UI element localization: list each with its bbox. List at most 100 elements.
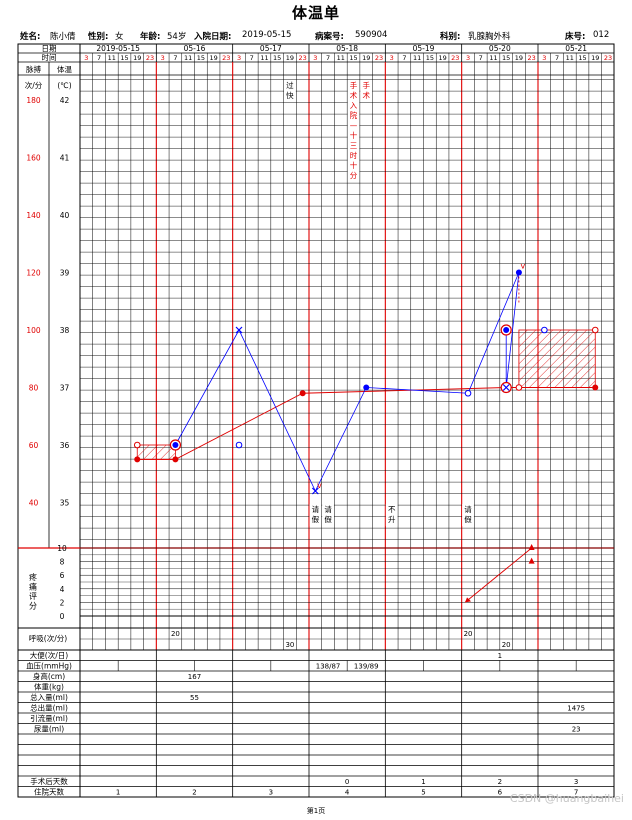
time-cell: 19 [209, 54, 217, 62]
note-char: 请 [464, 504, 472, 514]
pulse-point [515, 384, 523, 391]
chart-note: 请假 [464, 504, 472, 524]
temp-tick: 42 [60, 96, 70, 105]
patient-field-label: 年龄: [140, 32, 161, 42]
time-cell: 3 [313, 54, 317, 62]
pulse-tick: 160 [26, 154, 41, 163]
table-value: 167 [188, 673, 201, 681]
time-cell: 15 [578, 54, 586, 62]
time-cell: 11 [337, 54, 345, 62]
time-cell: 23 [146, 54, 154, 62]
temperature-marker [541, 326, 548, 334]
chart-note: 请假 [312, 504, 320, 524]
note-char: 升 [388, 515, 396, 524]
page-title: 体温单 [291, 4, 340, 22]
time-cell: 15 [426, 54, 434, 62]
note-char: 三 [350, 141, 358, 150]
time-header-label: 时间 [42, 52, 57, 62]
pulse-tick: 40 [29, 499, 39, 508]
table-row-label: 身高(cm) [33, 671, 65, 681]
pulse-tick: 60 [29, 441, 39, 450]
table-row-label: 手术后天数 [30, 776, 68, 786]
table-value: 0 [345, 778, 349, 786]
temp-tick: 40 [60, 211, 70, 220]
time-cell: 19 [362, 54, 370, 62]
patient-field-label: 病案号: [315, 32, 344, 42]
date-cell: 2019-05-15 [96, 44, 140, 53]
resp-value: 30 [285, 641, 294, 649]
note-char: 过 [286, 80, 294, 90]
time-cell: 7 [479, 54, 483, 62]
time-cell: 23 [451, 54, 459, 62]
note-char: 假 [324, 515, 332, 524]
time-cell: 19 [515, 54, 523, 62]
temperature-point [235, 326, 243, 334]
patient-field-value: 女 [115, 32, 124, 42]
note-char: 请 [324, 504, 332, 514]
resp-value: 20 [502, 641, 511, 649]
pulse-point [172, 456, 179, 463]
note-char: 十 [350, 160, 358, 170]
sheet-border [17, 43, 615, 798]
temperature-point [172, 442, 179, 448]
note-char: 术 [350, 90, 358, 100]
time-cell: 11 [260, 54, 268, 62]
pulse-point [299, 390, 306, 397]
page-footer: 第1页 [306, 807, 326, 815]
time-cell: 7 [402, 54, 406, 62]
table-row-label: 大便(次/日) [30, 650, 68, 660]
date-cell: 05-19 [413, 44, 435, 53]
pulse-marker [133, 441, 141, 449]
note-char: 快 [286, 90, 294, 100]
pulse-tick: 100 [26, 326, 41, 335]
time-cell: 15 [502, 54, 510, 62]
date-cell: 05-16 [184, 44, 206, 53]
patient-field-label: 床号: [565, 32, 586, 42]
time-cell: 15 [349, 54, 357, 62]
pain-tick: 10 [57, 544, 67, 553]
resp-value: 20 [464, 630, 473, 638]
chart-note: 不升 [388, 505, 396, 524]
temperature-point [311, 487, 319, 495]
pain-line [464, 547, 532, 603]
patient-field-value: 54岁 [167, 32, 187, 42]
table-row-label: 尿量(ml) [34, 724, 64, 733]
time-cell: 7 [173, 54, 177, 62]
table-value: 3 [269, 788, 273, 796]
table-row-label: 总入量(ml) [30, 692, 68, 702]
time-cell: 23 [375, 54, 383, 62]
table-value: 6 [498, 788, 503, 796]
date-cell: 05-20 [489, 44, 511, 53]
pulse-deficit-area [518, 329, 596, 388]
patient-field-value: 2019-05-15 [242, 30, 292, 40]
temp-tick: 35 [60, 499, 70, 508]
date-cell: 05-18 [336, 44, 358, 53]
note-char: 假 [312, 515, 320, 524]
time-cell: 3 [390, 54, 394, 62]
note-char: 手 [350, 80, 358, 90]
temp-header-label: 体温 [57, 64, 72, 74]
patient-field-value: 乳腺胸外科 [468, 32, 511, 42]
temp-tick: 37 [60, 384, 70, 393]
table-value: 7 [574, 788, 578, 796]
temperature-point [503, 327, 510, 333]
pain-tick: 0 [60, 612, 65, 621]
pain-tick: 6 [60, 571, 65, 580]
time-cell: 19 [133, 54, 141, 62]
date-cell: 05-17 [260, 44, 282, 53]
temperature-point [502, 384, 510, 391]
table-value: 5 [421, 788, 425, 796]
pulse-tick: 80 [29, 384, 39, 393]
temperature-point [464, 389, 472, 397]
resp-label: 呼吸(次/分) [29, 633, 67, 643]
note-bg [322, 504, 334, 526]
table-row-label: 体重(kg) [34, 681, 64, 691]
pulse-unit: 次/分 [25, 80, 43, 90]
patient-field-value: 590904 [355, 30, 388, 40]
pain-tick: 8 [60, 558, 65, 567]
time-cell: 11 [566, 54, 574, 62]
bp-value: 139/89 [354, 662, 379, 670]
pulse-deficit-area [136, 444, 176, 460]
chart-note: 请假 [324, 504, 332, 524]
